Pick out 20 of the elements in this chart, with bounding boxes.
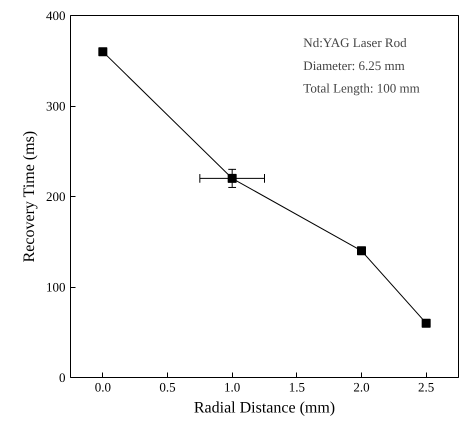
y-tick-label: 200 [46, 189, 66, 204]
y-tick-label: 300 [46, 98, 66, 114]
x-tick-label: 1.0 [224, 380, 240, 394]
point [228, 174, 237, 183]
y-tick-label: 0 [59, 370, 66, 385]
point [98, 47, 108, 56]
point [422, 318, 431, 328]
x-tick-label: 0.5 [159, 380, 176, 394]
x-tick-label: 2.0 [353, 380, 370, 394]
x-tick-label: 2.5 [418, 380, 434, 394]
y-axis-title: Recovery Time (ms) [21, 130, 38, 262]
x-tick-label: 0.0 [94, 380, 111, 394]
y-tick-label: 100 [46, 280, 66, 294]
point [357, 246, 366, 256]
annotation: Nd:YAG Laser Rod [303, 35, 408, 50]
x-axis-title: Radial Distance (mm) [194, 400, 336, 416]
y-tick-label: 400 [46, 8, 66, 23]
annotation: Total Length: 100 mm [303, 80, 420, 96]
annotation: Diameter: 6.25 mm [303, 58, 405, 73]
x-tick-label: 1.5 [288, 380, 305, 394]
